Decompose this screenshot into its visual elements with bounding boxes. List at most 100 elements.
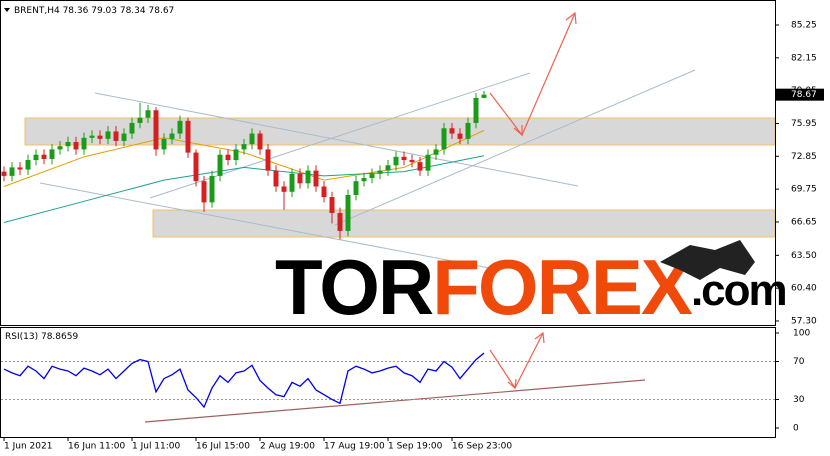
candle-body (241, 144, 247, 150)
candle-body (137, 117, 143, 123)
candle-body (33, 154, 39, 161)
arrow-head (534, 331, 545, 344)
candle-body (233, 149, 239, 161)
candle-body (193, 152, 199, 182)
x-tick-label: 1 Jul 11:00 (132, 442, 181, 452)
candle-body (273, 170, 279, 187)
price-header: BRENT,H4 78.36 79.03 78.34 78.67 (14, 6, 174, 16)
candle-body (185, 120, 191, 153)
candle-body (17, 167, 23, 170)
candle-body (433, 149, 439, 155)
candle-body (113, 131, 119, 141)
candle-body (377, 170, 383, 174)
candle-body (145, 110, 151, 118)
arrow-head (507, 378, 517, 390)
candle-body (105, 131, 111, 139)
support-zone (152, 209, 776, 238)
candle-body (313, 170, 319, 187)
candle-body (209, 175, 215, 203)
price-layer (1, 90, 487, 240)
candle-body (441, 128, 447, 150)
candle-body (129, 122, 135, 134)
candle-body (289, 173, 295, 192)
y-tick-label: 82.15 (791, 53, 817, 63)
x-tick-label: 16 Jul 15:00 (196, 442, 250, 452)
candle-body (297, 173, 303, 184)
candle-body (345, 194, 351, 231)
candle-body (409, 160, 415, 163)
y-tick-label: 30 (793, 395, 805, 405)
candle-body (73, 142, 79, 150)
x-tick-label: 17 Aug 19:00 (324, 442, 385, 452)
candle-body (417, 162, 423, 171)
forecast-arrows (489, 11, 577, 390)
candle-body (265, 149, 271, 171)
candle-body (201, 181, 207, 203)
candle-body (25, 160, 31, 170)
y-tick-label: 66.65 (791, 217, 817, 227)
candle-body (305, 170, 311, 184)
candle-body (89, 135, 95, 138)
candle-body (121, 133, 127, 141)
arrow-head (513, 125, 523, 137)
candle-body (217, 154, 223, 176)
candle-body (169, 133, 175, 139)
candle-body (361, 178, 367, 182)
arrow-head (565, 11, 577, 25)
candle-body (457, 133, 463, 139)
bull-logo (660, 240, 755, 280)
y-tick-label: 60.40 (791, 284, 817, 294)
resistance-zone (24, 117, 776, 146)
close-value: 78.67 (149, 6, 175, 16)
candle-body (257, 133, 263, 150)
rsi-trendline (144, 379, 646, 423)
candle-body (393, 156, 399, 166)
candle-body (225, 154, 231, 161)
candle-body (321, 186, 327, 198)
candle-body (401, 156, 407, 161)
symbol: BRENT,H4 (14, 6, 60, 16)
rsi-title: RSI(13) (5, 332, 38, 342)
y-tick-label: 75.95 (791, 119, 817, 129)
candle-body (481, 94, 487, 98)
menu-icon (4, 8, 10, 12)
candle-body (81, 137, 87, 150)
price-label-bg (776, 88, 824, 101)
price-frame (0, 0, 776, 326)
y-tick-label: 100 (793, 328, 810, 338)
x-tick-label: 1 Sep 19:00 (388, 442, 443, 452)
candle-body (57, 146, 63, 150)
high-value: 79.03 (91, 6, 117, 16)
channel-line (94, 92, 579, 187)
y-tick-label: 85.25 (791, 20, 817, 30)
y-tick-label: 0 (793, 423, 799, 433)
price-label: 78.67 (791, 90, 817, 100)
candle-body (97, 135, 103, 139)
candle-body (177, 120, 183, 134)
rsi-value: 78.8659 (41, 332, 78, 342)
candle-body (329, 197, 335, 213)
moving-average (3, 155, 485, 223)
candle-body (425, 154, 431, 171)
y-tick-label: 57.30 (791, 316, 817, 326)
channel-line (39, 182, 501, 271)
low-value: 78.34 (120, 6, 146, 16)
watermark-part: TOR (275, 243, 433, 331)
open-value: 78.36 (63, 6, 89, 16)
candle-body (1, 171, 7, 176)
candle-body (353, 181, 359, 195)
candle-body (49, 149, 55, 159)
x-tick-label: 16 Jun 11:00 (68, 442, 125, 452)
candle-body (161, 138, 167, 150)
y-tick-label: 69.75 (791, 185, 817, 195)
y-tick-label: 63.50 (791, 251, 817, 261)
rsi-layer (1, 352, 775, 409)
watermark-part: FOREX (432, 243, 693, 331)
rsi-line (3, 352, 485, 409)
candle-body (65, 142, 71, 147)
candle-body (465, 122, 471, 139)
x-tick-label: 16 Sep 23:00 (452, 442, 512, 452)
channel-line (334, 69, 696, 226)
candle-body (41, 154, 47, 159)
